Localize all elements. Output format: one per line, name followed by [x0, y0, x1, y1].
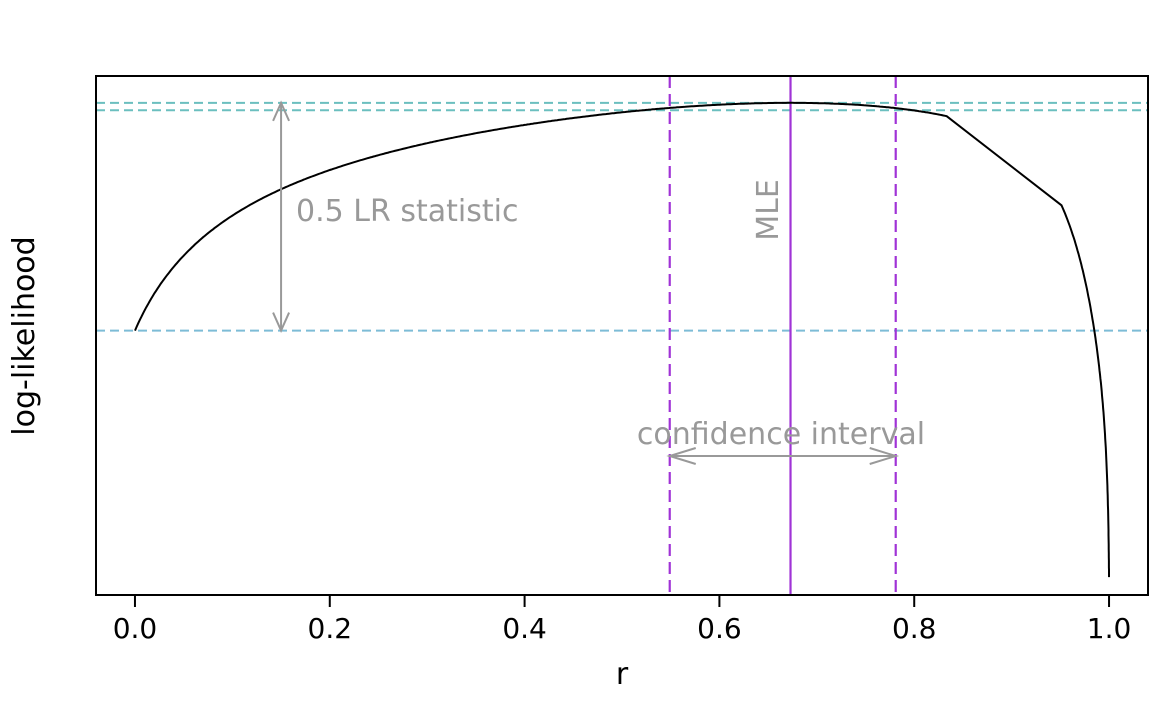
- lr-arrow-head-bottom: [272, 312, 290, 334]
- x-tick-label: 0.2: [308, 612, 353, 645]
- x-axis: 0.0 0.2 0.4 0.6 0.8 1.0: [113, 595, 1132, 645]
- plot-layer: [95, 75, 1149, 596]
- x-axis-title: r: [616, 657, 629, 692]
- x-tick-label: 0.0: [113, 612, 158, 645]
- x-tick-label: 0.8: [892, 612, 937, 645]
- loglik-curve: [134, 101, 1110, 578]
- x-tick-label: 1.0: [1087, 612, 1132, 645]
- confidence-interval-label: confidence interval: [637, 417, 925, 452]
- lr-statistic-label: 0.5 LR statistic: [296, 194, 518, 229]
- y-axis-title: log-likelihood: [7, 236, 42, 435]
- plot-frame: [95, 75, 1149, 596]
- x-tick-label: 0.6: [697, 612, 742, 645]
- x-tick-label: 0.4: [502, 612, 547, 645]
- mle-label: MLE: [751, 179, 786, 241]
- ci-arrow-head-right: [869, 447, 900, 465]
- ci-arrow-head-left: [666, 447, 697, 465]
- lr-arrow-head-top: [272, 100, 290, 122]
